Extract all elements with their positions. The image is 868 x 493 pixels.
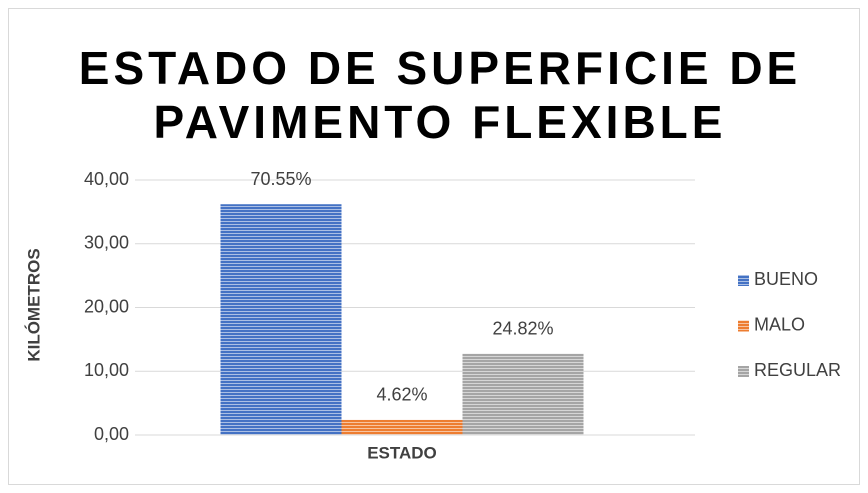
x-tick-label: ESTADO <box>367 443 437 462</box>
legend-label: BUENO <box>754 269 818 289</box>
bar <box>341 419 463 435</box>
y-axis-label: KILÓMETROS <box>24 248 43 361</box>
legend-label: MALO <box>754 314 805 334</box>
chart-title: ESTADO DE SUPERFICIE DE <box>79 42 801 94</box>
y-tick-label: 20,00 <box>84 296 129 316</box>
legend-label: REGULAR <box>754 360 841 380</box>
legend-swatch <box>738 320 749 332</box>
chart-title: PAVIMENTO FLEXIBLE <box>154 96 727 148</box>
chart-border <box>8 8 860 485</box>
bar <box>220 204 342 435</box>
data-label: 4.62% <box>376 385 427 405</box>
legend-swatch <box>738 275 749 286</box>
data-label: 24.82% <box>492 319 553 339</box>
y-tick-label: 0,00 <box>94 424 129 444</box>
y-tick-label: 30,00 <box>84 233 129 253</box>
data-label: 70.55% <box>250 169 311 189</box>
y-tick-label: 40,00 <box>84 169 129 189</box>
y-tick-label: 10,00 <box>84 360 129 380</box>
bar <box>462 353 584 435</box>
legend-swatch <box>738 366 749 377</box>
